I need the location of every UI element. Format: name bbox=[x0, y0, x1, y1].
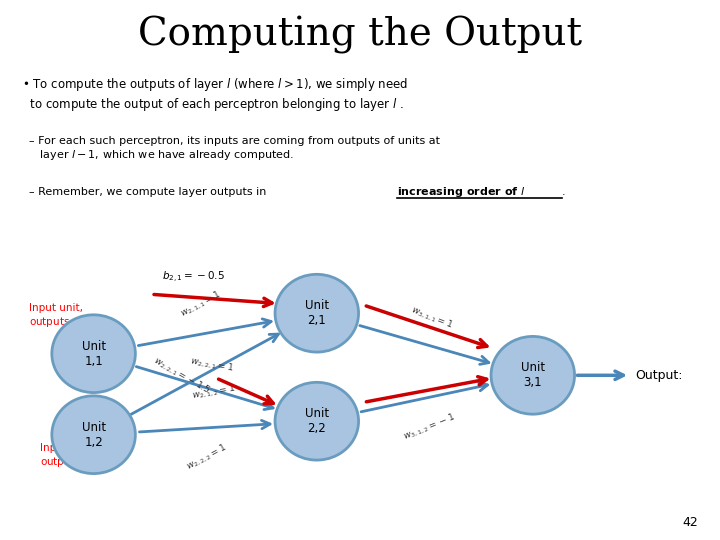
Text: Unit
1,2: Unit 1,2 bbox=[81, 421, 106, 449]
Text: $w_{2,2,1} = 1$: $w_{2,2,1} = 1$ bbox=[189, 355, 235, 375]
Text: .: . bbox=[562, 187, 565, 197]
Text: $w_{2,2,1} = -1.5$: $w_{2,2,1} = -1.5$ bbox=[151, 354, 212, 396]
Text: Output:: Output: bbox=[635, 369, 683, 382]
Text: $w_{3,1,2} = -1$: $w_{3,1,2} = -1$ bbox=[402, 411, 458, 443]
Text: Input unit,
outputs $x_1$: Input unit, outputs $x_1$ bbox=[29, 303, 84, 341]
Text: Unit
1,1: Unit 1,1 bbox=[81, 340, 106, 368]
Text: Computing the Output: Computing the Output bbox=[138, 16, 582, 54]
Text: – For each such perceptron, its inputs are coming from outputs of units at
     : – For each such perceptron, its inputs a… bbox=[22, 136, 440, 161]
Ellipse shape bbox=[52, 396, 135, 474]
Ellipse shape bbox=[491, 336, 575, 414]
Text: $b_{2,1} = -0.5$: $b_{2,1} = -0.5$ bbox=[162, 270, 225, 285]
Text: Input unit,
outputs $x_2$: Input unit, outputs $x_2$ bbox=[40, 437, 94, 469]
Text: Unit
2,2: Unit 2,2 bbox=[305, 407, 329, 435]
Text: – Remember, we compute layer outputs in: – Remember, we compute layer outputs in bbox=[22, 187, 269, 197]
Ellipse shape bbox=[275, 274, 359, 352]
Text: increasing order of $l$: increasing order of $l$ bbox=[397, 185, 526, 199]
Ellipse shape bbox=[52, 315, 135, 393]
Text: $w_{2,2,2} = 1$: $w_{2,2,2} = 1$ bbox=[184, 441, 229, 473]
Text: $w_{2,1,1} = 1$: $w_{2,1,1} = 1$ bbox=[179, 289, 223, 320]
Ellipse shape bbox=[275, 382, 359, 460]
Text: $w_{3,1,1} = 1$: $w_{3,1,1} = 1$ bbox=[408, 304, 454, 332]
Text: Unit
3,1: Unit 3,1 bbox=[521, 361, 545, 389]
Text: 42: 42 bbox=[683, 516, 698, 529]
Text: $w_{2,1,2} = 1$: $w_{2,1,2} = 1$ bbox=[191, 383, 236, 402]
Text: Unit
2,1: Unit 2,1 bbox=[305, 299, 329, 327]
Text: • To compute the outputs of layer $l$ (where $l > 1$), we simply need
  to compu: • To compute the outputs of layer $l$ (w… bbox=[22, 76, 408, 113]
